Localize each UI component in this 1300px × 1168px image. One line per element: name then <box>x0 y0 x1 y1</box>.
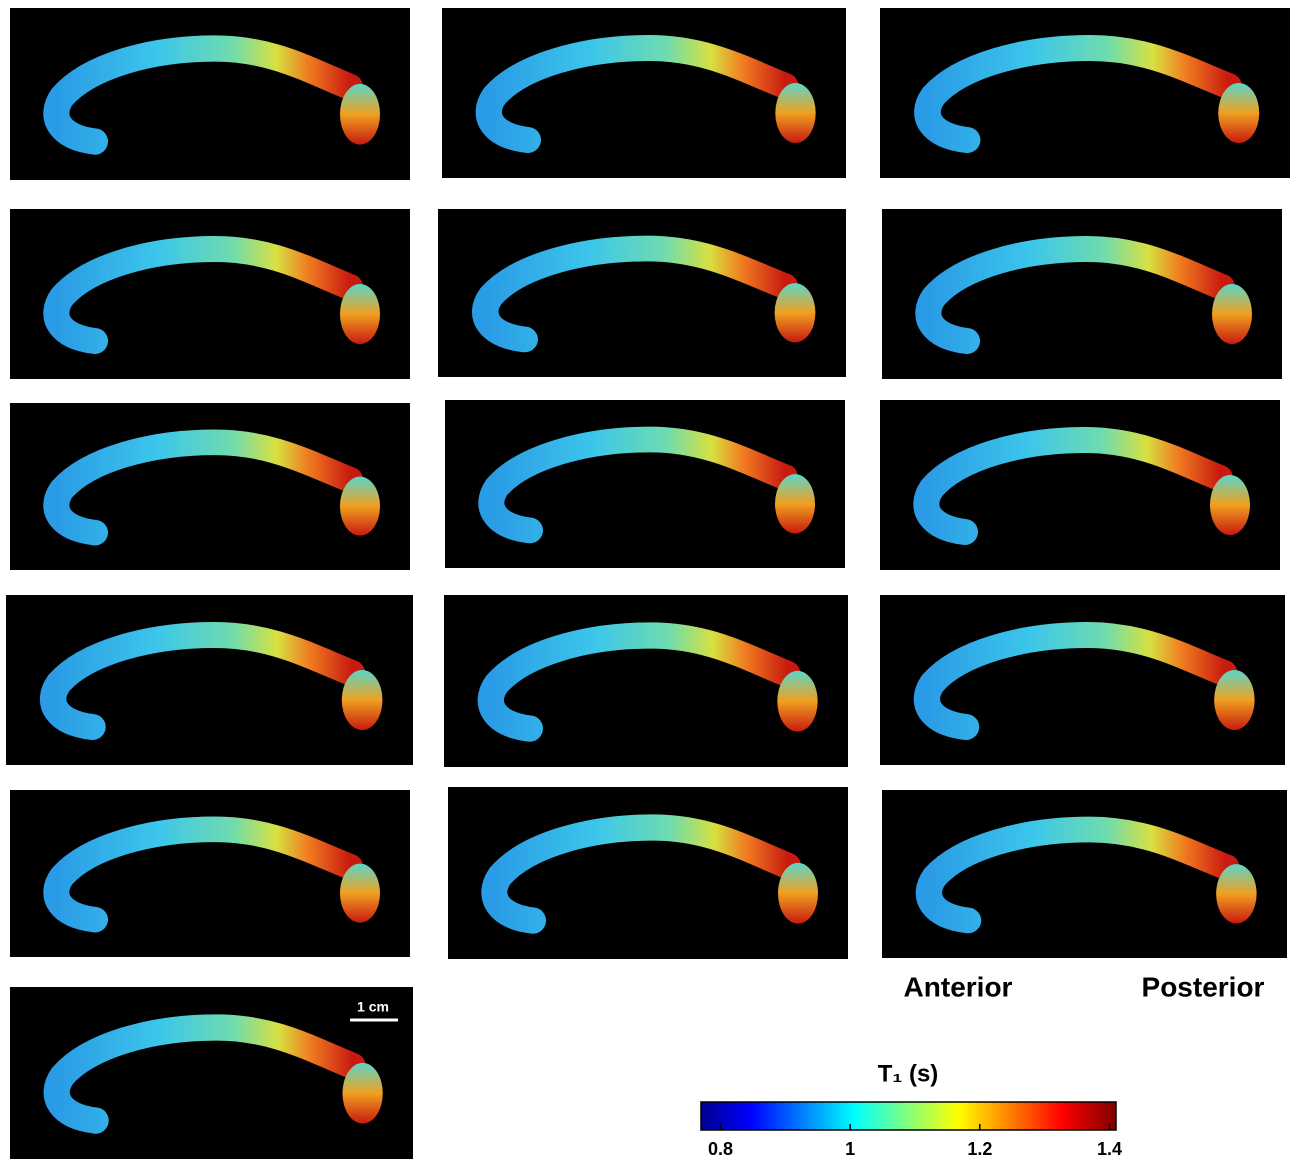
image-panels <box>6 8 1290 1159</box>
image-panel <box>10 987 413 1159</box>
posterior-label: Posterior <box>1142 971 1265 1002</box>
image-panel <box>10 8 410 180</box>
image-panel <box>444 595 848 767</box>
image-panel <box>438 209 846 377</box>
anterior-label: Anterior <box>904 971 1013 1002</box>
image-panel <box>882 209 1282 379</box>
colorbar <box>701 1102 1116 1130</box>
image-panel <box>10 790 410 957</box>
figure: 1 cm Anterior Posterior T₁ (s) 0.8 1 1.2 1.… <box>0 0 1300 1163</box>
image-panel <box>880 400 1280 570</box>
image-panel <box>880 595 1285 765</box>
image-panel <box>882 790 1287 958</box>
scale-bar-label: 1 cm <box>357 999 389 1015</box>
image-panel <box>6 595 413 765</box>
image-panel <box>442 8 846 178</box>
image-panel <box>445 400 845 568</box>
colorbar-label: T₁ (s) <box>878 1060 939 1087</box>
colorbar-tick-label: 1.4 <box>1097 1139 1122 1159</box>
image-panel <box>10 209 410 379</box>
colorbar-tick-label: 1 <box>845 1139 855 1159</box>
image-panel <box>448 787 848 959</box>
colorbar-tick-label: 0.8 <box>708 1139 733 1159</box>
image-panel <box>10 403 410 570</box>
image-panel <box>880 8 1290 178</box>
colorbar-tick-label: 1.2 <box>967 1139 992 1159</box>
